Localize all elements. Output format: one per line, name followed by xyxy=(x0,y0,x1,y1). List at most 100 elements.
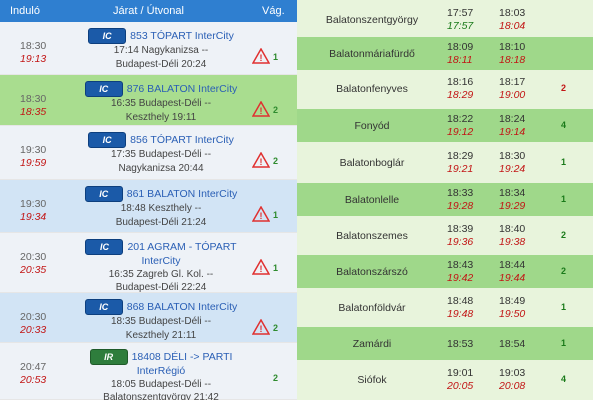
actual-departure: 20:08 xyxy=(499,379,526,392)
stop-row[interactable]: Balatonszemes 18:39 19:36 18:40 19:38 2 xyxy=(297,219,593,252)
stop-row[interactable]: Balatonmáriafürdő 18:09 18:11 18:10 18:18 xyxy=(297,37,593,70)
actual-departure: 19:00 xyxy=(499,88,526,101)
track-number: 2 xyxy=(273,156,279,166)
train-row[interactable]: 20:47 20:53 IR 18408 DÉLI -> PARTI InterRé… xyxy=(0,343,297,400)
route-from: 16:35 Zagreb Gl. Kol. -- xyxy=(108,268,214,280)
train-name-2: InterCity xyxy=(141,255,181,267)
scheduled-arrival: 17:57 xyxy=(447,7,474,19)
departure-times: 18:24 19:14 xyxy=(499,113,525,138)
warning-triangle-icon[interactable]: ! xyxy=(252,152,270,168)
station-name: Balatonboglár xyxy=(339,157,405,169)
actual-departure: 19:29 xyxy=(499,199,526,212)
arrival-times: 18:53 xyxy=(447,338,473,351)
stop-row[interactable]: Balatonlelle 18:33 19:28 18:34 19:29 1 xyxy=(297,183,593,216)
actual-arrival: 19:36 xyxy=(447,235,474,248)
station-name: Balatonmáriafürdő xyxy=(329,48,415,60)
departure-times: 20:30 20:35 xyxy=(20,251,46,277)
actual-departure: 18:35 xyxy=(20,106,47,118)
track-number: 1 xyxy=(273,210,279,220)
actual-arrival: 18:29 xyxy=(447,88,474,101)
svg-text:!: ! xyxy=(260,264,263,274)
station-name: Balatonszárszó xyxy=(336,266,408,278)
actual-departure: 18:04 xyxy=(499,19,526,32)
station-name: Balatonföldvár xyxy=(338,302,406,314)
station-name: Siófok xyxy=(357,374,387,386)
actual-departure: 19:14 xyxy=(499,125,526,138)
departure-times: 18:03 18:04 xyxy=(499,7,525,32)
warning-triangle-icon[interactable]: ! xyxy=(252,48,270,64)
svg-text:!: ! xyxy=(260,211,263,221)
actual-arrival: 19:48 xyxy=(447,307,474,320)
train-name: 856 TÓPART InterCity xyxy=(130,133,234,146)
scheduled-departure: 20:30 xyxy=(20,251,47,263)
scheduled-arrival: 18:09 xyxy=(447,41,474,53)
svg-text:!: ! xyxy=(260,157,263,167)
train-name: 861 BALATON InterCity xyxy=(126,187,238,200)
train-name: 201 AGRAM - TÓPART xyxy=(127,240,237,253)
actual-departure: 19:38 xyxy=(499,235,526,248)
stop-row[interactable]: Balatonboglár 18:29 19:21 18:30 19:24 1 xyxy=(297,146,593,179)
route-from: 18:48 Keszthely -- xyxy=(120,203,202,214)
station-name: Fonyód xyxy=(354,120,390,132)
scheduled-departure: 19:30 xyxy=(20,198,47,210)
stop-row[interactable]: Zamárdi 18:53 18:54 1 xyxy=(297,327,593,360)
actual-departure: 19:50 xyxy=(499,307,526,320)
warning-triangle-icon[interactable]: ! xyxy=(252,319,270,335)
track-number: 1 xyxy=(561,194,567,204)
track-number: 1 xyxy=(561,302,567,312)
departures-header: Induló Járat / Útvonal Vág. xyxy=(0,0,297,22)
stop-row[interactable]: Balatonfenyves 18:16 18:29 18:17 19:00 2 xyxy=(297,72,593,105)
scheduled-arrival: 18:43 xyxy=(447,259,474,271)
track-number: 4 xyxy=(561,120,567,130)
train-row[interactable]: 19:30 19:34 IC 861 BALATON InterCity 18:48… xyxy=(0,180,297,233)
warning-triangle-icon[interactable]: ! xyxy=(252,206,270,222)
route-to: Nagykanizsa 20:44 xyxy=(118,162,204,174)
actual-departure: 19:13 xyxy=(20,53,47,65)
route-info: IC 861 BALATON InterCity 18:48 Keszthely … xyxy=(76,186,246,229)
intercity-logo-icon: IC xyxy=(85,239,124,255)
header-route: Járat / Útvonal xyxy=(113,5,184,17)
train-name: 868 BALATON InterCity xyxy=(126,300,238,313)
train-row[interactable]: 20:30 20:35 IC 201 AGRAM - TÓPART InterCit… xyxy=(0,233,297,293)
train-name: 876 BALATON InterCity xyxy=(126,82,238,95)
stop-row[interactable]: Fonyód 18:22 19:12 18:24 19:14 4 xyxy=(297,109,593,142)
intercity-logo-icon: IC xyxy=(88,28,127,44)
train-row[interactable]: 19:30 19:59 IC 856 TÓPART InterCity 17:35 … xyxy=(0,126,297,180)
train-name-2: InterRégió xyxy=(136,365,186,377)
scheduled-arrival: 18:48 xyxy=(447,295,474,307)
departure-times: 19:03 20:08 xyxy=(499,367,525,392)
stop-row[interactable]: Balatonszárszó 18:43 19:42 18:44 19:44 2 xyxy=(297,255,593,288)
scheduled-departure: 19:30 xyxy=(20,144,47,156)
scheduled-departure: 20:30 xyxy=(20,311,47,323)
warning-triangle-icon[interactable]: ! xyxy=(252,259,270,275)
actual-arrival: 19:12 xyxy=(447,125,474,138)
train-row[interactable]: 18:30 18:35 IC 876 BALATON InterCity 16:35… xyxy=(0,75,297,126)
stop-row[interactable]: Balatonföldvár 18:48 19:48 18:49 19:50 1 xyxy=(297,291,593,324)
train-row[interactable]: 20:30 20:33 IC 868 BALATON InterCity 18:35… xyxy=(0,293,297,343)
arrival-times: 18:39 19:36 xyxy=(447,223,473,248)
interregio-logo-icon: IR xyxy=(89,349,128,365)
actual-arrival: 19:42 xyxy=(447,271,474,284)
scheduled-departure: 18:30 xyxy=(20,40,47,52)
train-name: 853 TÓPART InterCity xyxy=(130,29,234,42)
warning-triangle-icon[interactable]: ! xyxy=(252,101,270,117)
intercity-logo-icon: IC xyxy=(84,299,123,315)
departure-times: 18:40 19:38 xyxy=(499,223,525,248)
scheduled-departure: 18:40 xyxy=(499,223,526,235)
train-row[interactable]: 18:30 19:13 IC 853 TÓPART InterCity 17:14 … xyxy=(0,22,297,75)
stop-row[interactable]: Balatonszentgyörgy 17:57 17:57 18:03 18:04 xyxy=(297,3,593,36)
route-info: IC 856 TÓPART InterCity 17:35 Budapest-Dé… xyxy=(76,132,246,175)
scheduled-arrival: 19:01 xyxy=(447,367,474,379)
stop-row[interactable]: Siófok 19:01 20:05 19:03 20:08 4 xyxy=(297,363,593,400)
route-from: 16:35 Budapest-Déli -- xyxy=(110,98,212,109)
scheduled-departure: 18:30 xyxy=(499,150,526,162)
departure-times: 19:30 19:34 xyxy=(20,198,46,224)
actual-arrival: 17:57 xyxy=(447,19,474,32)
scheduled-arrival: 18:33 xyxy=(447,187,474,199)
actual-arrival: 19:28 xyxy=(447,199,474,212)
actual-departure: 20:33 xyxy=(20,324,47,336)
actual-departure: 19:44 xyxy=(499,271,526,284)
scheduled-departure: 18:03 xyxy=(499,7,526,19)
departure-times: 18:10 18:18 xyxy=(499,41,525,66)
actual-departure: 19:59 xyxy=(20,157,47,169)
